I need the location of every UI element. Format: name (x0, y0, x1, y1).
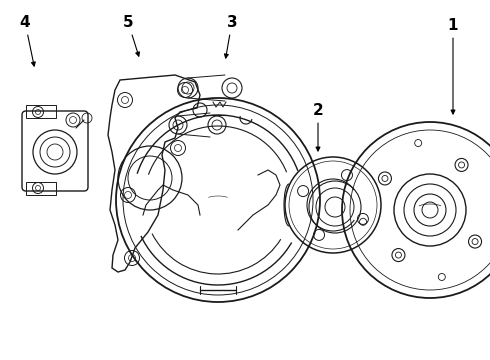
Text: 2: 2 (313, 103, 323, 151)
Text: 5: 5 (122, 14, 140, 56)
Text: 4: 4 (20, 14, 35, 66)
Text: 1: 1 (448, 18, 458, 114)
Text: 3: 3 (224, 14, 237, 58)
